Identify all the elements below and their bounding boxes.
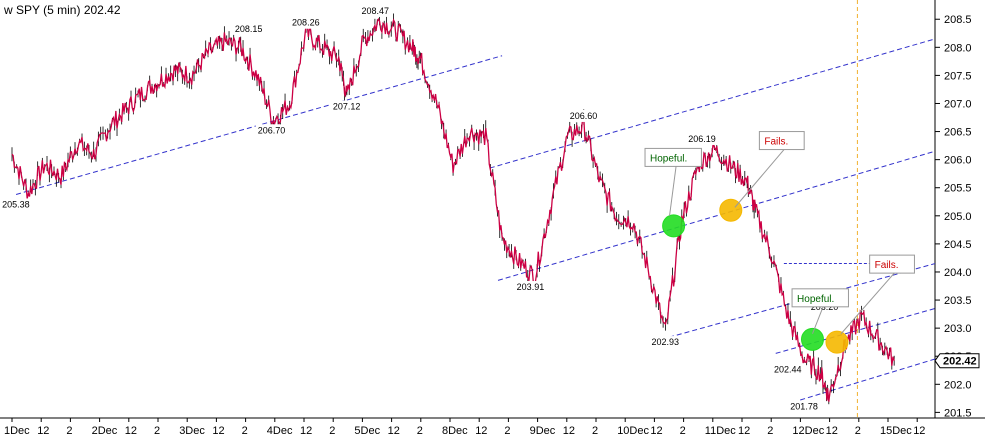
- price-label-bg: [359, 4, 392, 17]
- trend-line: [489, 38, 936, 169]
- trend-line: [497, 150, 936, 281]
- price-label: 206.19: [688, 134, 716, 144]
- chart-title-text: SPY (5 min) 202.42: [16, 3, 121, 17]
- y-tick-label: 202.0: [944, 379, 972, 391]
- x-tick-label: 12: [388, 425, 400, 437]
- callout-pointer: [840, 272, 895, 335]
- callout-box: [644, 147, 702, 167]
- y-tick-label: 208.5: [944, 14, 972, 26]
- signal-marker: [825, 330, 849, 354]
- x-tick-label: 2: [592, 425, 598, 437]
- y-tick-label: 205.0: [944, 211, 972, 223]
- y-tick-label: 207.5: [944, 70, 972, 82]
- callout-pointer: [669, 166, 677, 216]
- x-tick-label: 2: [504, 425, 510, 437]
- last-price-tag: [934, 353, 980, 369]
- callout-box: [758, 131, 805, 151]
- price-label: 203.91: [517, 282, 545, 292]
- x-tick-label: 12: [913, 425, 925, 437]
- x-tick-label: 12: [125, 425, 137, 437]
- callout-label: Fails.: [875, 260, 899, 271]
- price-label-bg: [686, 132, 719, 145]
- x-tick-label: 8Dec: [442, 425, 468, 437]
- price-label: 208.15: [235, 24, 263, 34]
- x-tick-label: 2: [154, 425, 160, 437]
- price-label: 207.12: [333, 102, 361, 112]
- x-tick-label: 12: [563, 425, 575, 437]
- price-label-bg: [771, 363, 804, 376]
- price-label: 208.26: [292, 18, 320, 28]
- last-price-label: 202.42: [943, 356, 977, 368]
- signal-marker: [719, 198, 743, 222]
- price-label: 206.70: [258, 125, 286, 135]
- x-tick-label: 2Dec: [92, 425, 118, 437]
- x-tick-label: 12: [475, 425, 487, 437]
- x-tick-label: 4Dec: [267, 425, 293, 437]
- callout-box: [791, 288, 849, 308]
- x-tick-label: 2: [66, 425, 72, 437]
- x-tick-label: 15Dec: [880, 425, 912, 437]
- x-tick-label: 2: [855, 425, 861, 437]
- callout-pointer: [734, 149, 785, 208]
- callout-label: Hopeful.: [797, 294, 834, 305]
- y-tick-label: 203.0: [944, 323, 972, 335]
- x-tick-label: 1Dec: [4, 425, 30, 437]
- trend-line: [661, 263, 936, 340]
- y-tick-label: 205.5: [944, 183, 972, 195]
- price-label-bg: [0, 198, 33, 211]
- x-tick-label: 11Dec: [705, 425, 736, 437]
- callout-pointer: [812, 306, 824, 334]
- callout-label: Hopeful.: [650, 153, 687, 164]
- price-label: 202.93: [651, 337, 679, 347]
- price-label-bg: [232, 22, 265, 35]
- x-tick-label: 12: [212, 425, 224, 437]
- x-tick-label: 3Dec: [179, 425, 205, 437]
- x-tick-label: 9Dec: [530, 425, 556, 437]
- chart-title: ᴡ SPY (5 min) 202.42: [4, 3, 121, 17]
- price-label-bg: [290, 16, 323, 29]
- price-label-bg: [788, 400, 821, 413]
- x-tick-label: 12: [300, 425, 312, 437]
- y-tick-label: 208.0: [944, 42, 972, 54]
- price-label-bg: [514, 281, 547, 294]
- x-tick-label: 2: [767, 425, 773, 437]
- y-tick-label: 206.0: [944, 155, 972, 167]
- price-label-bg: [649, 336, 682, 349]
- y-tick-label: 203.5: [944, 295, 972, 307]
- x-tick-label: 12: [37, 425, 49, 437]
- x-tick-label: 12: [650, 425, 662, 437]
- x-tick-label: 2: [680, 425, 686, 437]
- y-tick-label: 204.5: [944, 239, 972, 251]
- x-tick-label: 12Dec: [792, 425, 824, 437]
- x-tick-label: 2: [242, 425, 248, 437]
- price-label-bg: [330, 100, 363, 113]
- callout-label: Fails.: [764, 137, 788, 148]
- price-label: 201.78: [790, 402, 818, 412]
- x-tick-label: 10Dec: [617, 425, 649, 437]
- x-tick-label: 12: [738, 425, 750, 437]
- x-tick-label: 12: [826, 425, 838, 437]
- signal-marker: [662, 214, 686, 238]
- y-tick-label: 204.0: [944, 267, 972, 279]
- price-label: 206.60: [570, 111, 598, 121]
- price-label: 208.47: [361, 6, 389, 16]
- price-series-line: [11, 17, 895, 402]
- chart-type-icon: ᴡ: [4, 3, 13, 17]
- price-label: 205.38: [2, 199, 30, 209]
- callout-box: [869, 254, 915, 274]
- y-tick-label: 201.5: [944, 407, 972, 419]
- x-tick-label: 2: [417, 425, 423, 437]
- x-tick-label: 2: [329, 425, 335, 437]
- signal-marker: [800, 327, 824, 351]
- y-tick-label: 207.0: [944, 98, 972, 110]
- price-label-bg: [567, 109, 600, 122]
- x-tick-label: 5Dec: [354, 425, 380, 437]
- price-label: 202.44: [774, 365, 802, 375]
- y-tick-label: 206.5: [944, 127, 972, 139]
- price-label-bg: [255, 124, 288, 137]
